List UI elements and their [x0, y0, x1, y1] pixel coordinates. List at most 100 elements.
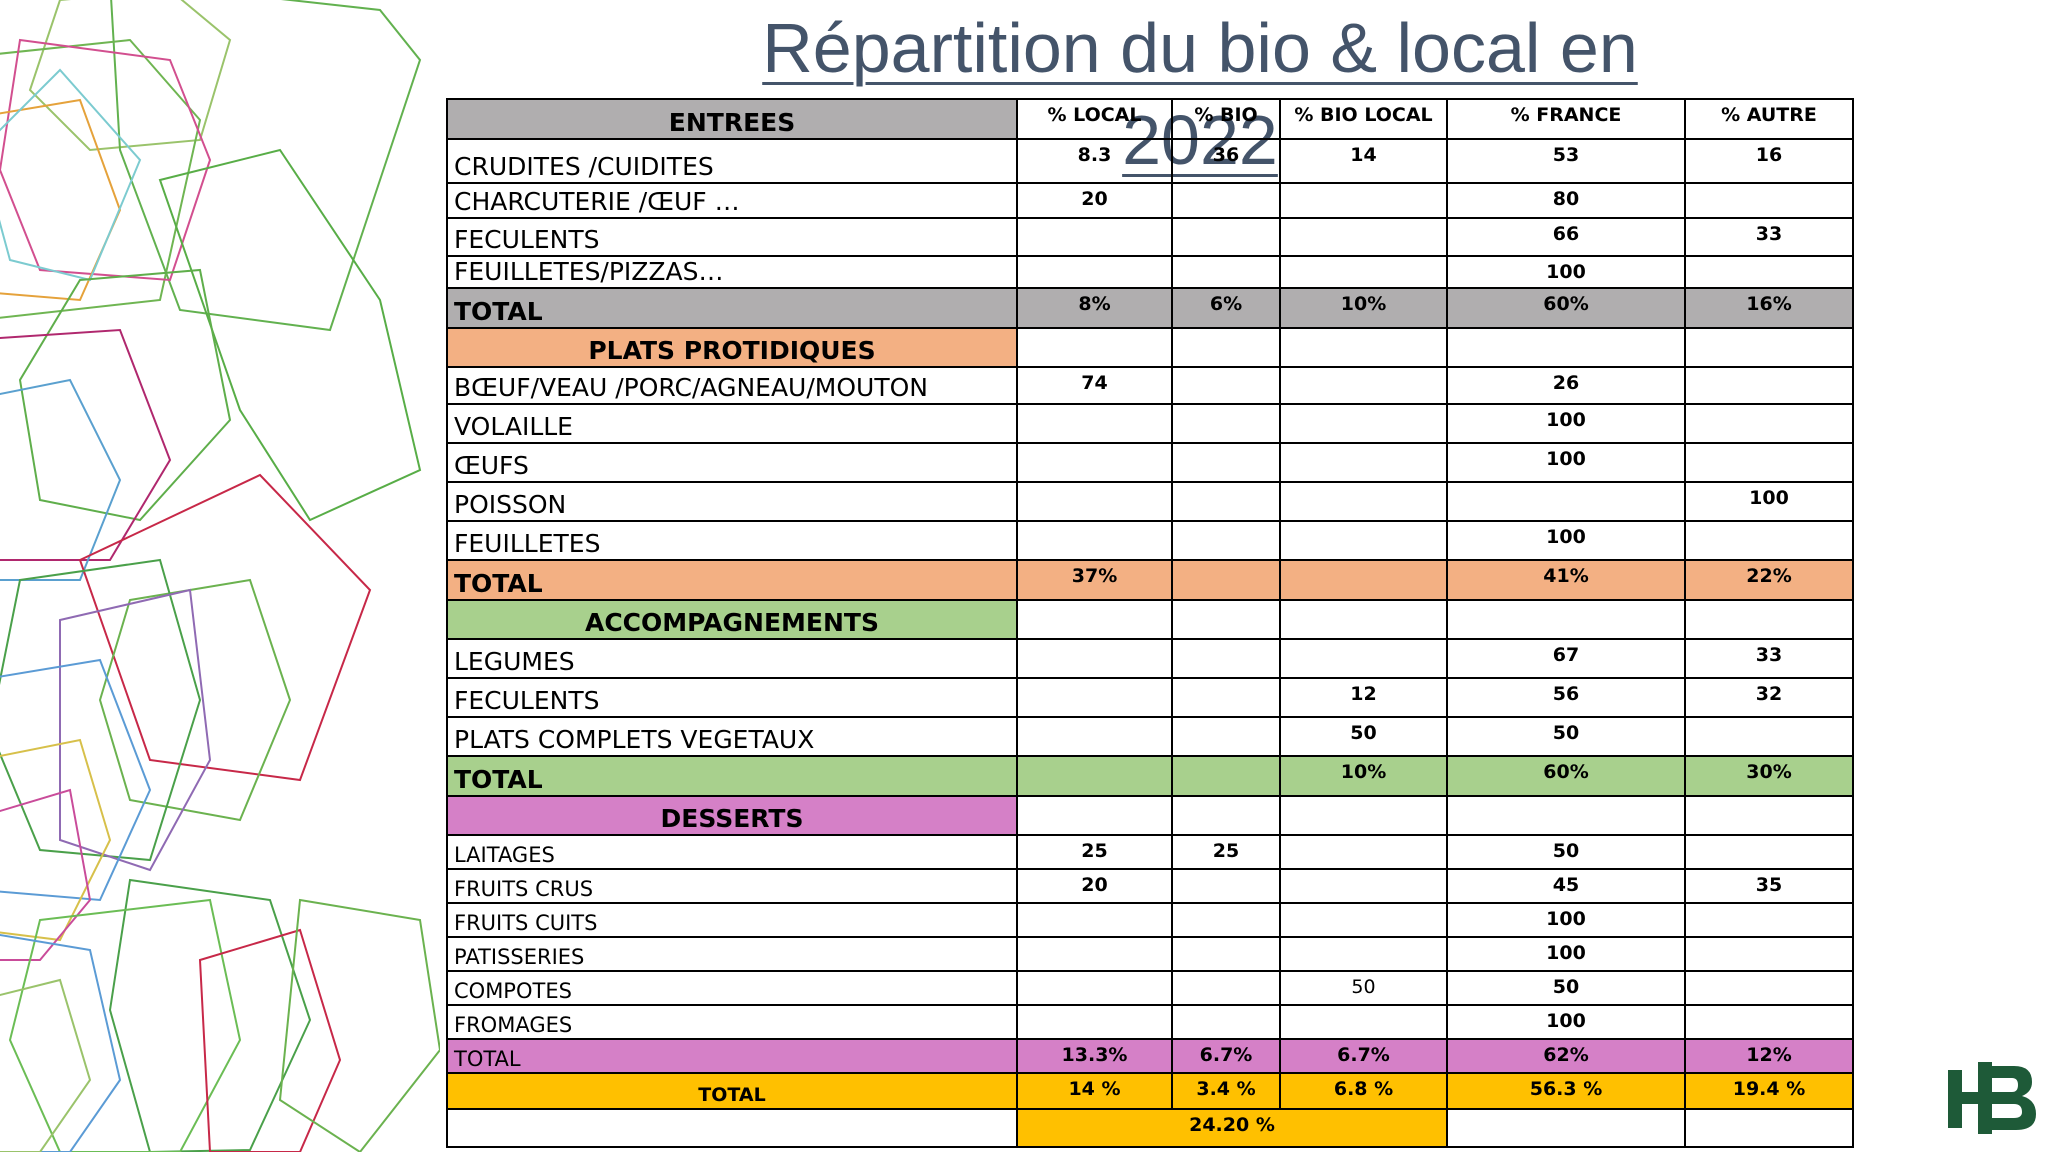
- total-value: 10%: [1279, 755, 1448, 797]
- value-cell: 100: [1446, 936, 1686, 972]
- row-label: COMPOTES: [446, 970, 1018, 1006]
- value-cell: [1016, 936, 1173, 972]
- value-cell: [1279, 481, 1448, 522]
- row-label: PATISSERIES: [446, 936, 1018, 972]
- table-row: VOLAILLE 100: [446, 403, 1854, 444]
- value-cell: [1171, 255, 1281, 289]
- value-cell: 50: [1279, 716, 1448, 757]
- column-header: % BIO: [1171, 98, 1281, 140]
- value-cell: [1279, 834, 1448, 870]
- value-cell: 100: [1446, 520, 1686, 561]
- value-cell: 32: [1684, 677, 1854, 718]
- value-cell: [1684, 520, 1854, 561]
- value-cell: [1016, 638, 1173, 679]
- value-cell: [1279, 182, 1448, 219]
- table-body: ENTREES% LOCAL% BIO% BIO LOCAL% FRANCE% …: [446, 98, 1854, 1148]
- value-cell: 100: [1684, 481, 1854, 522]
- combined-value: 24.20 %: [1016, 1108, 1448, 1148]
- value-cell: [1684, 834, 1854, 870]
- value-cell: [1016, 217, 1173, 257]
- column-header: % BIO LOCAL: [1279, 98, 1448, 140]
- total-value: 22%: [1684, 559, 1854, 601]
- value-cell: 8.3: [1016, 138, 1173, 184]
- total-value: 62%: [1446, 1038, 1686, 1074]
- table-row: FEUILLETES 100: [446, 520, 1854, 561]
- value-cell: [1016, 442, 1173, 483]
- empty-cell: [1016, 599, 1173, 640]
- value-cell: 56: [1446, 677, 1686, 718]
- decorative-hexagon-pattern: [0, 0, 440, 1152]
- hb-logo-icon: [1948, 1062, 2036, 1134]
- value-cell: [1171, 970, 1281, 1006]
- table-row: FEUILLETES/PIZZAS… 100: [446, 255, 1854, 289]
- value-cell: 100: [1446, 403, 1686, 444]
- value-cell: [1171, 902, 1281, 938]
- table-row: LAITAGES 25 25 50: [446, 834, 1854, 870]
- value-cell: [1279, 638, 1448, 679]
- total-label: TOTAL: [446, 559, 1018, 601]
- value-cell: [1171, 366, 1281, 405]
- value-cell: [1171, 217, 1281, 257]
- table-row: BŒUF/VEAU /PORC/AGNEAU/MOUTON 74 26: [446, 366, 1854, 405]
- empty-cell: [1171, 327, 1281, 368]
- value-cell: [1016, 1004, 1173, 1040]
- row-label: FROMAGES: [446, 1004, 1018, 1040]
- value-cell: [1684, 255, 1854, 289]
- grand-total-value: 6.8 %: [1279, 1072, 1448, 1110]
- value-cell: 16: [1684, 138, 1854, 184]
- value-cell: [1016, 481, 1173, 522]
- value-cell: [1684, 1004, 1854, 1040]
- value-cell: [1446, 481, 1686, 522]
- table-row: PLATS COMPLETS VEGETAUX 50 50: [446, 716, 1854, 757]
- section-header-row: ACCOMPAGNEMENTS: [446, 599, 1854, 640]
- table-row: CHARCUTERIE /ŒUF … 20 80: [446, 182, 1854, 219]
- value-cell: [1171, 677, 1281, 718]
- value-cell: [1171, 403, 1281, 444]
- empty-cell: [1684, 795, 1854, 836]
- table-row: PATISSERIES 100: [446, 936, 1854, 972]
- value-cell: 80: [1446, 182, 1686, 219]
- section-total-row: TOTAL 37% 41% 22%: [446, 559, 1854, 601]
- row-label: FEUILLETES/PIZZAS…: [446, 255, 1018, 289]
- row-label: CHARCUTERIE /ŒUF …: [446, 182, 1018, 219]
- value-cell: 53: [1446, 138, 1686, 184]
- value-cell: [1171, 182, 1281, 219]
- row-label: PLATS COMPLETS VEGETAUX: [446, 716, 1018, 757]
- total-value: 6%: [1171, 287, 1281, 329]
- value-cell: 35: [1684, 868, 1854, 904]
- total-value: 6.7%: [1279, 1038, 1448, 1074]
- value-cell: [1016, 902, 1173, 938]
- value-cell: [1684, 403, 1854, 444]
- value-cell: [1171, 638, 1281, 679]
- total-value: 16%: [1684, 287, 1854, 329]
- grand-total-value: 3.4 %: [1171, 1072, 1281, 1110]
- empty-cell: [1279, 327, 1448, 368]
- value-cell: [1684, 182, 1854, 219]
- total-value: 60%: [1446, 755, 1686, 797]
- value-cell: [1279, 366, 1448, 405]
- row-label: FRUITS CRUS: [446, 868, 1018, 904]
- table-row: FECULENTS 66 33: [446, 217, 1854, 257]
- grand-total-value: 14 %: [1016, 1072, 1173, 1110]
- table-row: POISSON 100: [446, 481, 1854, 522]
- total-value: 13.3%: [1016, 1038, 1173, 1074]
- empty-cell: [1684, 1108, 1854, 1148]
- section-total-row: TOTAL 13.3% 6.7% 6.7% 62% 12%: [446, 1038, 1854, 1074]
- empty-cell: [446, 1108, 1018, 1148]
- table-row: ŒUFS 100: [446, 442, 1854, 483]
- section-total-row: TOTAL 8% 6% 10% 60% 16%: [446, 287, 1854, 329]
- value-cell: [1171, 481, 1281, 522]
- empty-cell: [1016, 327, 1173, 368]
- value-cell: [1684, 442, 1854, 483]
- value-cell: 12: [1279, 677, 1448, 718]
- total-value: 8%: [1016, 287, 1173, 329]
- row-label: VOLAILLE: [446, 403, 1018, 444]
- value-cell: 100: [1446, 902, 1686, 938]
- section-header: PLATS PROTIDIQUES: [446, 327, 1018, 368]
- value-cell: [1684, 716, 1854, 757]
- grand-total-label: TOTAL: [446, 1072, 1018, 1110]
- hb-logo-shapes: [1948, 1062, 2036, 1134]
- value-cell: 50: [1446, 834, 1686, 870]
- value-cell: [1279, 520, 1448, 561]
- value-cell: [1016, 520, 1173, 561]
